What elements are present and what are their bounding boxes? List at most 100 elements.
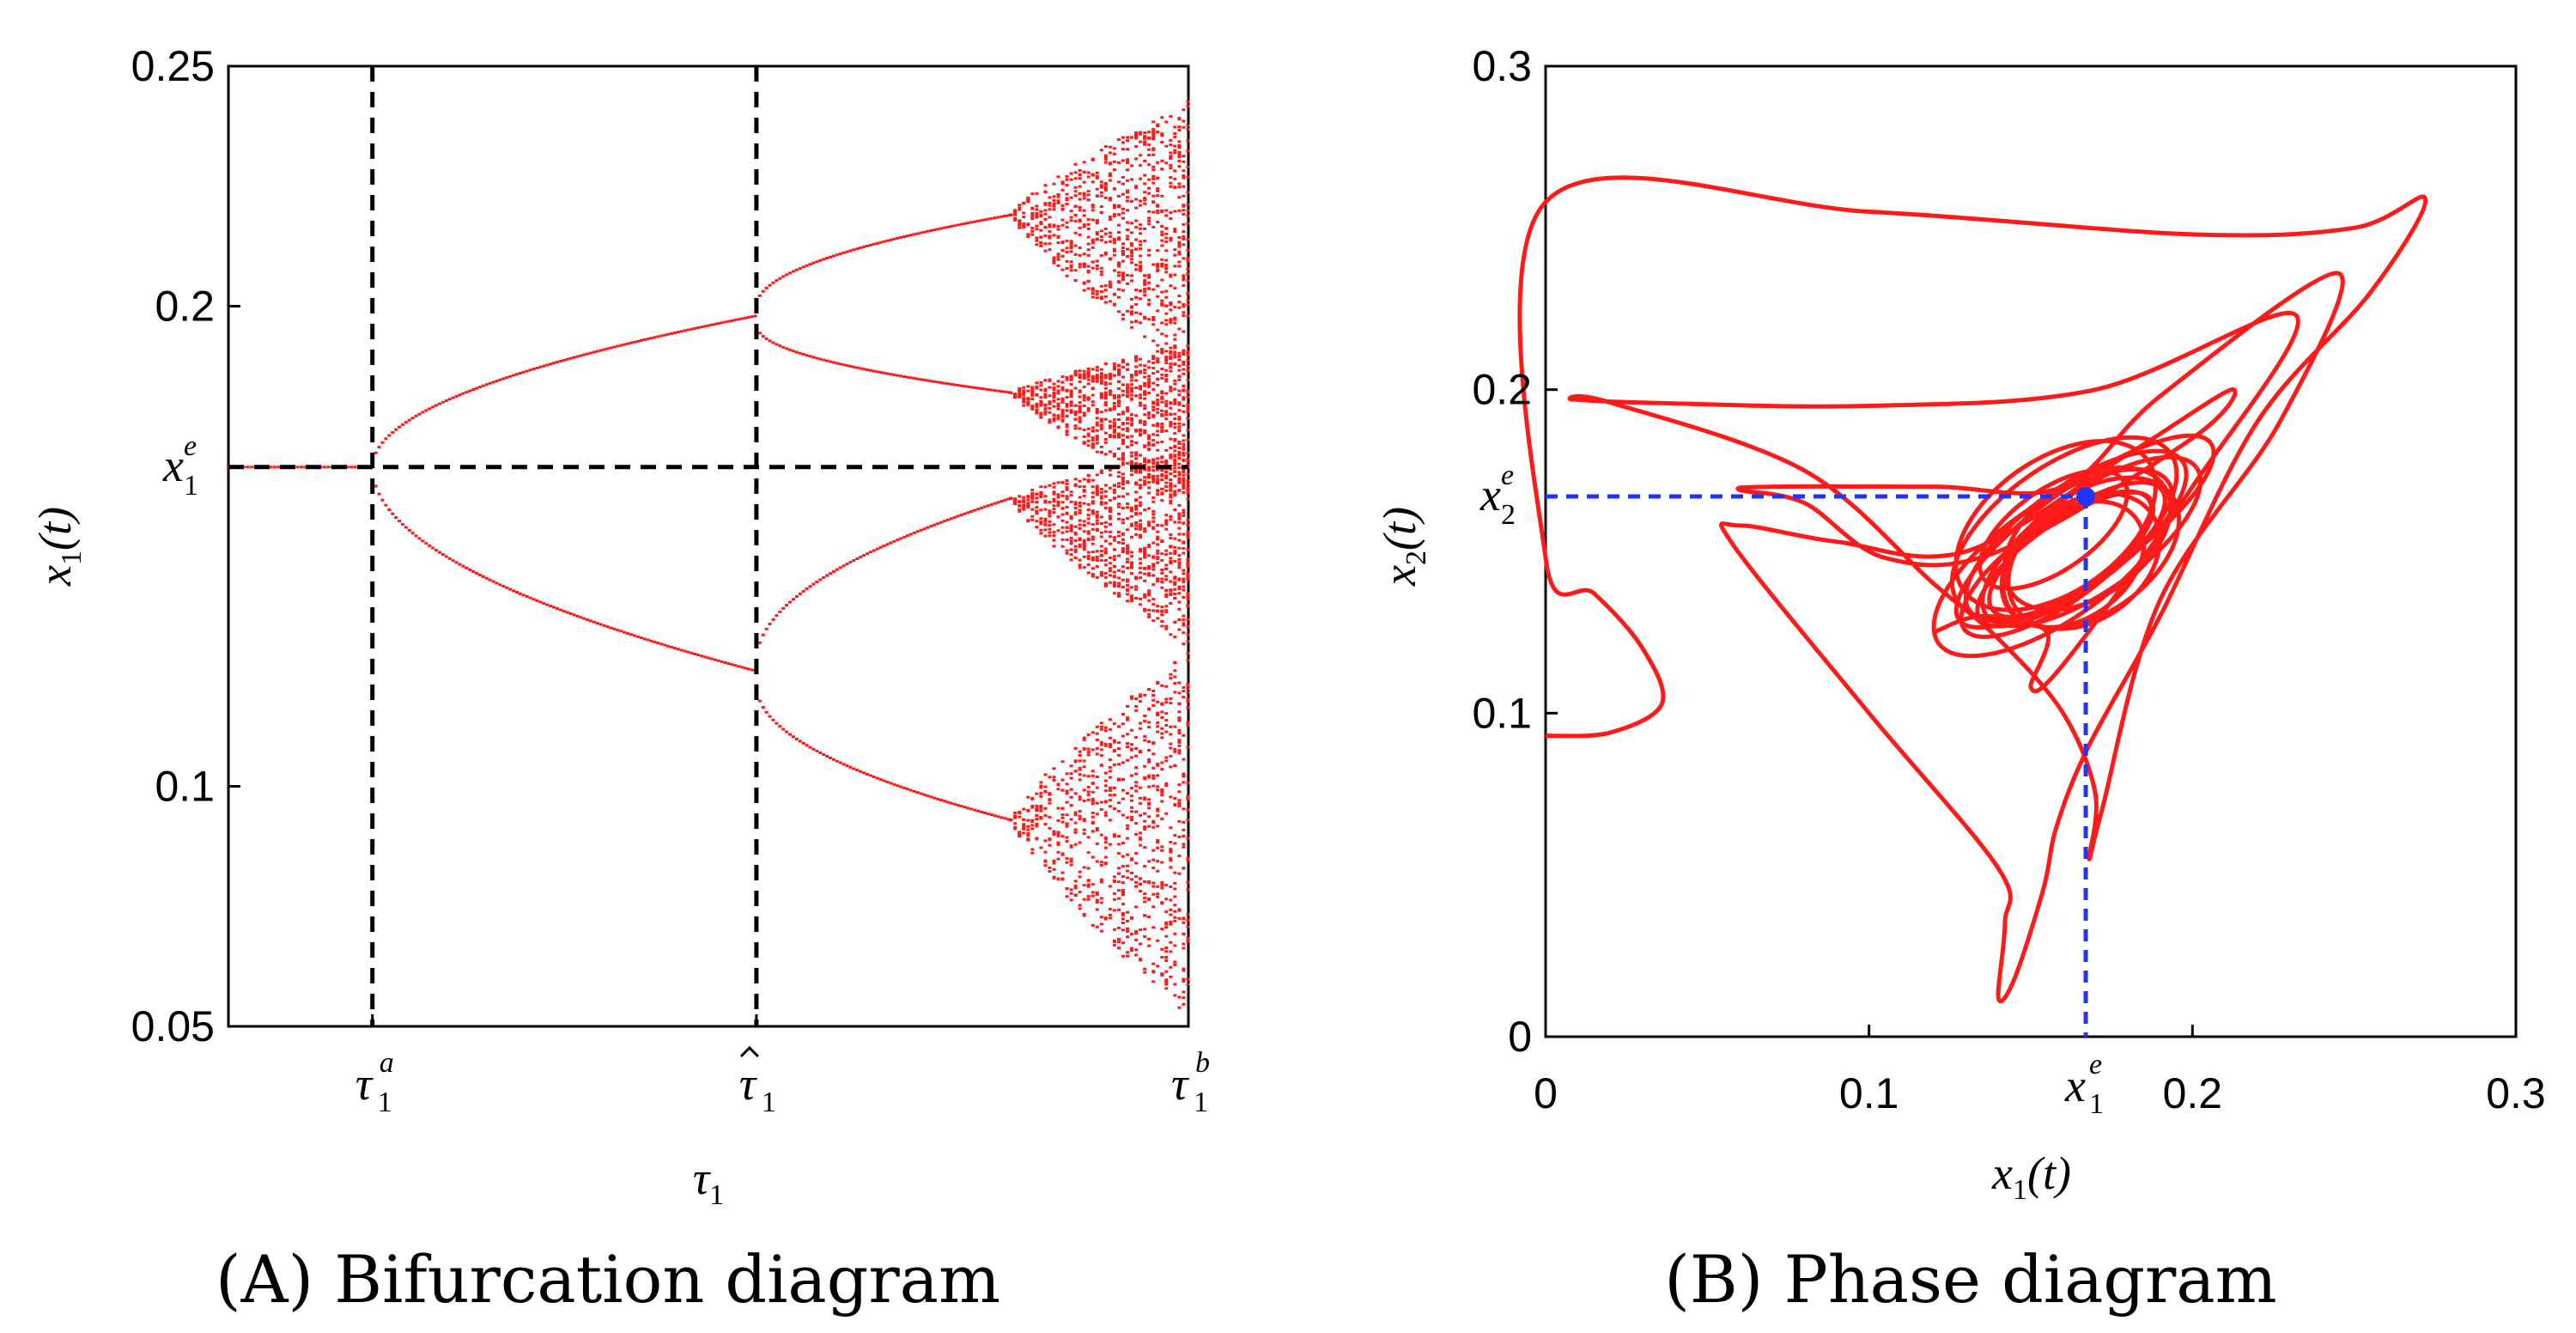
bifurcation-point [1082, 485, 1086, 489]
bifurcation-point [1130, 810, 1134, 813]
bifurcation-point [1082, 223, 1086, 227]
bifurcation-point [1112, 241, 1116, 245]
bifurcation-point [1026, 196, 1030, 199]
bifurcation-point [1147, 544, 1151, 547]
bifurcation-point [1082, 555, 1086, 558]
bifurcation-point [1182, 533, 1186, 536]
bifurcation-point [1169, 472, 1173, 476]
bifurcation-point [1126, 209, 1130, 212]
bifurcation-point [1139, 519, 1143, 522]
bifurcation-point [1086, 571, 1091, 575]
bifurcation-point [1182, 230, 1186, 234]
bifurcation-point [1186, 571, 1190, 575]
bifurcation-point [1177, 587, 1182, 591]
bifurcation-point [956, 803, 960, 806]
bifurcation-point [676, 331, 680, 334]
bifurcation-point [1043, 806, 1048, 810]
bifurcation-point [1060, 181, 1065, 185]
bifurcation-point [982, 505, 987, 508]
bifurcation-point [1151, 200, 1156, 204]
y-tick-label: 0.05 [131, 1002, 215, 1050]
bifurcation-point [1164, 921, 1169, 924]
bifurcation-point [808, 746, 812, 749]
bifurcation-point [1160, 886, 1164, 890]
bifurcation-point [1052, 396, 1056, 399]
bifurcation-point [1182, 642, 1186, 646]
bifurcation-point [915, 530, 920, 533]
bifurcation-point [1060, 526, 1065, 529]
bifurcation-point [1018, 508, 1022, 511]
bifurcation-point [1139, 882, 1143, 886]
bifurcation-point [1182, 508, 1186, 512]
bifurcation-point [737, 665, 741, 668]
bifurcation-point [1186, 633, 1190, 636]
bifurcation-point [1086, 480, 1091, 484]
bifurcation-point [1121, 456, 1125, 460]
bifurcation-point [1130, 524, 1134, 527]
bifurcation-point [1082, 548, 1086, 551]
bifurcation-point [1156, 577, 1160, 581]
bifurcation-point [1156, 700, 1160, 703]
bifurcation-point [1173, 444, 1177, 447]
bifurcation-point [1156, 892, 1160, 896]
bifurcation-point [811, 356, 816, 359]
bifurcation-point [1060, 853, 1065, 856]
bifurcation-point [1156, 774, 1160, 777]
bifurcation-point [1177, 527, 1182, 530]
bifurcation-point [1030, 806, 1035, 809]
bifurcation-point [1026, 385, 1030, 388]
bifurcation-point [1026, 222, 1030, 226]
bifurcation-point [976, 809, 981, 813]
bifurcation-point [1060, 188, 1065, 192]
bifurcation-point [454, 561, 459, 564]
bifurcation-point [1169, 885, 1173, 888]
bifurcation-point [1056, 258, 1060, 261]
bifurcation-point [1169, 424, 1173, 428]
bifurcation-point [374, 451, 378, 454]
bifurcation-point [1182, 921, 1186, 924]
bifurcation-point [952, 383, 957, 387]
bifurcation-point [1030, 406, 1035, 410]
bifurcation-point [896, 784, 900, 788]
bifurcation-point [1073, 194, 1078, 198]
bifurcation-point [1130, 435, 1134, 438]
bifurcation-point [1099, 740, 1103, 744]
bifurcation-point [1099, 490, 1103, 494]
bifurcation-point [1156, 609, 1160, 612]
bifurcation-point [1151, 433, 1156, 436]
bifurcation-point [1065, 375, 1069, 379]
bifurcation-point [1134, 533, 1139, 536]
bifurcation-point [1126, 704, 1130, 708]
bifurcation-point [1121, 249, 1125, 253]
bifurcation-point [491, 380, 495, 384]
bifurcation-point [391, 512, 395, 515]
bifurcation-point [794, 737, 799, 740]
bifurcation-point [1169, 859, 1173, 862]
y-tick-label: 0.2 [1472, 366, 1532, 414]
bifurcation-point [1177, 301, 1182, 304]
bifurcation-point [1156, 561, 1160, 564]
bifurcation-point [1173, 750, 1177, 753]
bifurcation-point [1082, 545, 1086, 549]
bifurcation-point [1177, 125, 1182, 129]
bifurcation-point [1099, 496, 1103, 500]
bifurcation-point [1169, 908, 1173, 911]
bifurcation-point [1130, 251, 1134, 254]
bifurcation-point [1151, 323, 1156, 326]
bifurcation-point [1056, 195, 1060, 198]
bifurcation-point [1160, 159, 1164, 162]
bifurcation-point [1121, 472, 1125, 476]
bifurcation-point [1151, 516, 1156, 520]
bifurcation-point [1086, 521, 1091, 525]
bifurcation-point [1147, 880, 1151, 883]
bifurcation-point [781, 727, 786, 731]
bifurcation-point [1130, 748, 1134, 752]
bifurcation-point [700, 326, 704, 329]
bifurcation-point [1099, 531, 1103, 534]
bifurcation-point [973, 508, 977, 512]
bifurcation-point [623, 630, 627, 634]
bifurcation-point [1069, 863, 1073, 867]
bifurcation-point [1099, 194, 1103, 198]
bifurcation-point [1091, 426, 1095, 429]
bifurcation-point [1022, 224, 1026, 228]
